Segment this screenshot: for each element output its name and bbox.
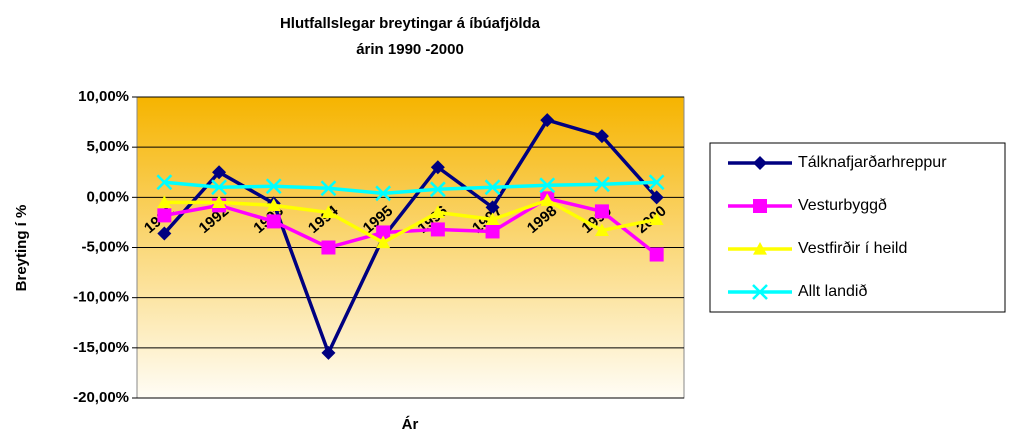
data-point [594, 223, 609, 237]
data-point [430, 205, 445, 218]
data-point [649, 247, 664, 262]
x-axis-label: Ár [402, 416, 419, 433]
data-point [376, 235, 391, 249]
y-tick-label: -10,00% [73, 289, 129, 306]
data-point [375, 185, 392, 202]
data-point [484, 179, 501, 196]
data-point [266, 198, 281, 211]
y-tick-label: 5,00% [86, 138, 129, 155]
data-point [594, 176, 610, 193]
series-line [164, 196, 658, 256]
data-point [157, 226, 172, 241]
data-point [211, 179, 227, 196]
data-point [594, 204, 609, 219]
data-point [321, 240, 336, 255]
data-point [157, 195, 172, 208]
series-line [164, 180, 657, 196]
data-point [266, 214, 281, 229]
y-tick-label: 10,00% [78, 88, 129, 105]
legend-label: Vestfirðir í heild [798, 240, 907, 257]
legend-marker [752, 284, 768, 300]
data-point [540, 193, 555, 206]
data-point [649, 212, 664, 226]
legend-label: Vesturbyggð [798, 197, 887, 214]
legend-marker [753, 156, 767, 170]
legend-marker [753, 242, 767, 255]
data-point [485, 200, 500, 215]
y-tick-label: -15,00% [73, 339, 129, 356]
chart-title: Hlutfallslegar breytingar á íbúafjölda [280, 15, 541, 32]
data-point [265, 178, 282, 195]
data-point [212, 195, 227, 208]
legend [709, 142, 1006, 313]
data-point [430, 160, 445, 175]
y-axis-label: Breyting í % [13, 205, 30, 292]
data-point [485, 224, 500, 239]
legend-label: Allt landið [798, 283, 867, 300]
data-point [429, 181, 446, 198]
legend-label: Tálknafjarðarhreppur [798, 154, 947, 171]
chart-subtitle: árin 1990 -2000 [356, 41, 464, 58]
data-point [376, 225, 391, 240]
data-point [157, 208, 172, 223]
data-point [539, 177, 556, 194]
data-point [594, 129, 609, 144]
data-point [648, 174, 665, 191]
data-point [540, 113, 555, 128]
series-line [164, 198, 657, 245]
data-point [649, 190, 664, 205]
data-point [321, 205, 336, 218]
data-point [212, 165, 227, 180]
y-tick-label: -20,00% [73, 389, 129, 406]
y-tick-label: -5,00% [81, 238, 129, 255]
data-point [156, 174, 173, 191]
data-point [485, 212, 500, 226]
y-tick-label: 0,00% [86, 188, 129, 205]
data-point [430, 222, 445, 237]
legend-marker [753, 199, 767, 213]
data-point [321, 345, 336, 360]
data-point [320, 180, 337, 197]
